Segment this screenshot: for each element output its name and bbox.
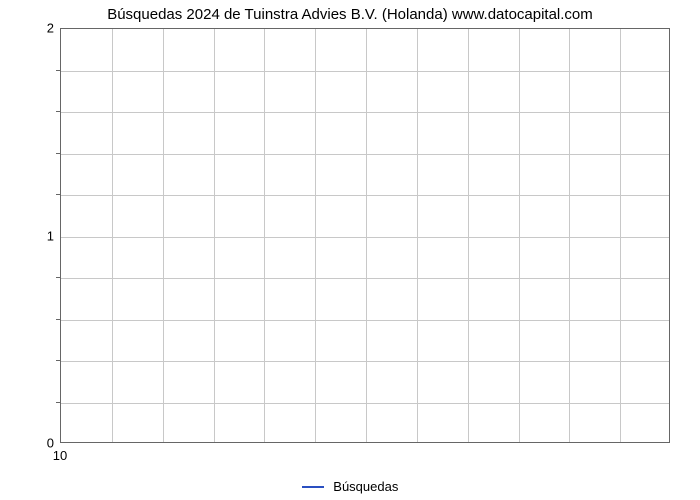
xtick-label: 10 (53, 448, 67, 463)
ytick-minor (56, 402, 60, 403)
chart-title: Búsquedas 2024 de Tuinstra Advies B.V. (… (0, 6, 700, 23)
gridline-vertical (569, 29, 570, 442)
ytick-label: 2 (47, 21, 54, 36)
gridline-vertical (214, 29, 215, 442)
legend: Búsquedas (0, 478, 700, 494)
gridline-horizontal (61, 112, 669, 113)
gridline-horizontal (61, 237, 669, 238)
gridline-vertical (315, 29, 316, 442)
gridline-vertical (417, 29, 418, 442)
ytick-minor (56, 319, 60, 320)
gridline-horizontal (61, 403, 669, 404)
ytick-minor (56, 70, 60, 71)
chart-container: Búsquedas 2024 de Tuinstra Advies B.V. (… (0, 0, 700, 500)
ytick-label: 1 (47, 228, 54, 243)
gridline-horizontal (61, 71, 669, 72)
legend-swatch (302, 486, 324, 488)
gridline-vertical (468, 29, 469, 442)
gridline-horizontal (61, 320, 669, 321)
ytick-minor (56, 277, 60, 278)
gridline-vertical (112, 29, 113, 442)
gridline-vertical (519, 29, 520, 442)
plot-area (60, 28, 670, 443)
gridline-vertical (620, 29, 621, 442)
ytick-minor (56, 360, 60, 361)
ytick-minor (56, 111, 60, 112)
gridline-vertical (366, 29, 367, 442)
ytick-minor (56, 153, 60, 154)
gridline-horizontal (61, 154, 669, 155)
gridline-horizontal (61, 278, 669, 279)
gridline-horizontal (61, 361, 669, 362)
gridline-horizontal (61, 195, 669, 196)
gridline-vertical (264, 29, 265, 442)
gridline-vertical (163, 29, 164, 442)
legend-label: Búsquedas (333, 479, 398, 494)
ytick-minor (56, 194, 60, 195)
